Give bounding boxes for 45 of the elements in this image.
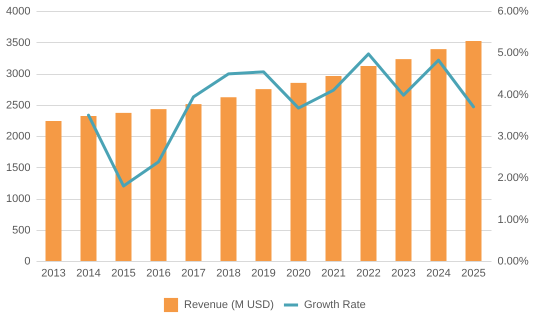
bar [186,104,202,261]
y-tick-label: 4000 [6,6,30,18]
y-tick-label: 3500 [6,36,30,49]
x-tick-label: 2023 [391,268,416,280]
x-tick-label: 2016 [146,268,171,280]
bar [256,89,272,261]
legend-label: Growth Rate [304,299,366,311]
y-tick-label: 1000 [6,193,30,205]
y-tick-label: 2500 [6,99,30,112]
bar [430,49,446,261]
x-tick-label: 2025 [461,268,486,280]
x-tick-label: 2013 [41,268,66,280]
y2-tick-label: 2.00% [498,172,529,184]
bar [326,76,342,261]
y-tick-label: 2000 [6,130,30,142]
x-tick-label: 2015 [111,268,136,280]
y2-tick-label: 5.00% [498,47,529,60]
bar [150,109,166,261]
bar [360,66,376,261]
y2-tick-label: 4.00% [498,88,529,101]
y-tick-label: 1500 [6,162,30,174]
y2-tick-label: 0.00% [498,256,529,268]
y-tick-label: 0 [24,256,30,268]
y2-tick-label: 3.00% [498,130,529,142]
y2-tick-label: 1.00% [498,214,529,226]
bar [290,82,306,261]
x-tick-label: 2021 [321,268,346,280]
x-tick-label: 2024 [426,268,451,280]
x-tick-label: 2020 [286,268,311,280]
x-tick-label: 2018 [216,268,241,280]
y2-tick-label: 6.00% [498,6,529,18]
line-series [87,52,475,188]
y-tick-label: 500 [12,224,30,236]
bar [466,41,482,261]
y-tick-label: 3000 [6,68,30,80]
bar [220,97,236,261]
bar [396,59,412,261]
legend-label: Revenue (M USD) [184,299,274,311]
bar [80,116,96,261]
x-tick-label: 2014 [76,268,101,280]
bar [46,121,62,261]
x-tick-label: 2017 [181,268,206,280]
x-tick-label: 2019 [251,268,276,280]
bar [116,112,132,261]
x-tick-label: 2022 [356,268,381,280]
